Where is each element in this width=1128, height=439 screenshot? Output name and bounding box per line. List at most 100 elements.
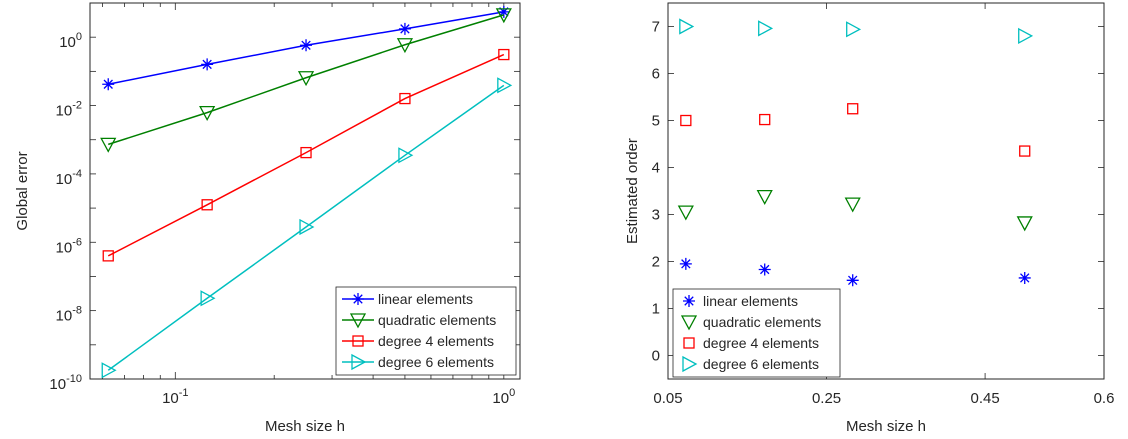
data-point: [495, 8, 512, 24]
data-point: [756, 189, 773, 206]
y-axis-label: Global error: [14, 151, 31, 230]
triangle-down-marker: [1016, 216, 1033, 232]
triangle-right-marker: [679, 18, 695, 35]
x-axis-label: Mesh size h: [846, 418, 926, 435]
square-marker: [680, 114, 692, 127]
legend: linear elements quadratic elements degree …: [335, 286, 517, 376]
data-point: [396, 38, 414, 54]
y-tick-label: 10-4: [56, 168, 82, 188]
asterisk-marker: [300, 39, 313, 52]
legend: linear elements quadratic elements degree …: [672, 288, 841, 378]
series-2: [680, 103, 1031, 157]
data-point: [300, 146, 312, 159]
legend-label: linear elements: [378, 291, 473, 307]
data-point: [498, 48, 510, 61]
asterisk-marker: [1018, 271, 1031, 284]
data-point: [102, 250, 114, 262]
square-marker: [102, 250, 114, 262]
estimated-order-chart: 0 1 2 3 4 5 6 7 0.05 0.25 0.45 0.6 Mesh size h Estima…: [624, 2, 1114, 435]
series-line: [108, 14, 505, 146]
triangle-right-marker: [299, 218, 315, 236]
asterisk-marker: [683, 295, 695, 307]
square-marker: [847, 103, 859, 115]
data-point: [846, 274, 859, 287]
legend-marker: [352, 335, 364, 347]
legend-label: quadratic elements: [703, 314, 821, 330]
asterisk-marker: [497, 5, 510, 18]
y-tick-label: 10-10: [49, 373, 82, 393]
x-axis-label: Mesh size h: [265, 418, 345, 435]
data-point: [201, 199, 213, 211]
legend-box: [672, 288, 841, 378]
legend-label: degree 4 elements: [378, 333, 494, 349]
legend-marker: [683, 337, 695, 349]
triangle-down-marker: [756, 189, 773, 206]
legend-marker: [349, 313, 367, 329]
series-2: [102, 48, 510, 262]
square-marker: [1019, 145, 1031, 157]
data-point: [758, 263, 771, 276]
square-marker: [759, 113, 771, 126]
data-point: [201, 58, 214, 71]
x-tick-label: 0.45: [970, 390, 999, 407]
series-0: [102, 5, 510, 91]
triangle-right-marker: [351, 353, 367, 371]
asterisk-marker: [758, 263, 771, 276]
y-tick-label: 3: [652, 207, 660, 224]
data-point: [102, 78, 115, 91]
series-line: [107, 84, 505, 371]
data-point: [297, 71, 315, 87]
triangle-down-marker: [844, 197, 861, 213]
square-marker: [399, 92, 411, 105]
triangle-right-marker: [200, 290, 216, 307]
legend-marker: [680, 315, 698, 331]
y-tick-label: 1: [652, 301, 660, 318]
data-point: [398, 22, 411, 35]
data-point: [497, 5, 510, 18]
data-point: [1018, 271, 1031, 284]
asterisk-marker: [846, 274, 859, 287]
asterisk-marker: [398, 22, 411, 35]
asterisk-marker: [352, 293, 364, 305]
legend-label: linear elements: [703, 293, 798, 309]
asterisk-marker: [102, 78, 115, 91]
legend-box: [335, 286, 517, 376]
data-point: [300, 39, 313, 52]
data-point: [847, 103, 859, 115]
x-tick-label: 10-1: [162, 387, 188, 407]
y-tick-label: 4: [652, 160, 660, 177]
legend-marker: [683, 295, 695, 307]
x-tick-label: 0.05: [653, 390, 682, 407]
triangle-down-marker: [349, 313, 367, 329]
data-point: [100, 137, 117, 153]
triangle-right-marker: [846, 21, 862, 38]
asterisk-marker: [679, 257, 692, 270]
data-point: [398, 147, 414, 164]
series-line: [107, 53, 505, 257]
y-tick-label: 10-8: [56, 305, 82, 325]
y-tick-label: 7: [652, 19, 660, 36]
data-point: [677, 205, 694, 221]
triangle-right-marker: [497, 77, 513, 94]
data-point: [399, 92, 411, 105]
y-tick-label: 6: [652, 66, 660, 83]
data-point: [844, 197, 861, 213]
legend-marker: [352, 293, 364, 305]
y-tick-label: 10-2: [56, 100, 82, 120]
square-marker: [300, 146, 312, 159]
data-point: [680, 114, 692, 127]
series-0: [679, 257, 1031, 287]
legend-label: degree 4 elements: [703, 335, 819, 351]
y-tick-label: 10-6: [56, 236, 82, 256]
y-tick-label: 5: [652, 113, 660, 130]
data-point: [846, 21, 862, 38]
triangle-down-marker: [677, 205, 694, 221]
square-marker: [683, 337, 695, 349]
triangle-down-marker: [396, 38, 414, 54]
legend-label: quadratic elements: [378, 312, 496, 328]
triangle-right-marker: [398, 147, 414, 164]
triangle-right-marker: [682, 355, 698, 373]
data-point: [758, 20, 774, 37]
data-point: [679, 18, 695, 35]
